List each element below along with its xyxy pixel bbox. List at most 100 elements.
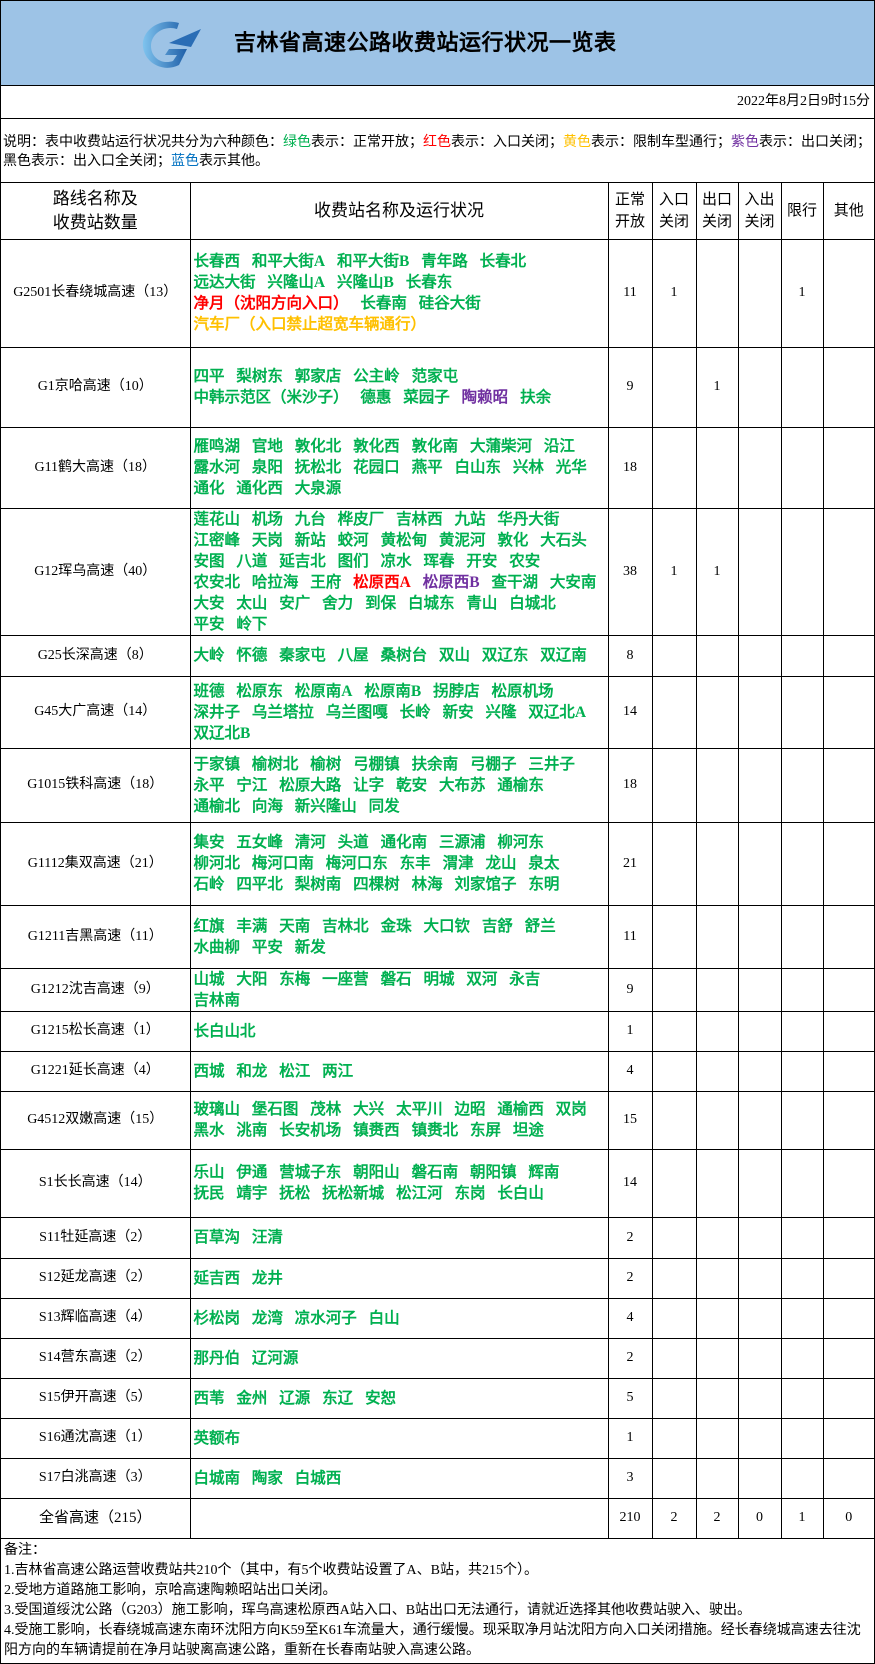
col-normal: 正常 开放 bbox=[607, 183, 653, 240]
count-other bbox=[822, 821, 874, 906]
station-green: 秦家屯 bbox=[279, 647, 326, 664]
station-green: 菜园子 bbox=[403, 389, 450, 406]
count-exit-closed bbox=[695, 1457, 739, 1499]
table-row: S15伊开高速（5） 西苇 金州 辽源 东辽 安恕 5 bbox=[1, 1377, 874, 1419]
station-green: 红旗 bbox=[193, 917, 225, 935]
count-both-closed bbox=[737, 675, 782, 749]
station-green: 延吉西 bbox=[193, 1269, 241, 1287]
station-green: 松原大路 bbox=[279, 776, 342, 794]
station-list: 红旗 丰满 天南 吉林北 金珠 大口钦 吉舒 舒兰 水曲柳 平安 新发 bbox=[189, 904, 609, 969]
station-list: 西城 和龙 松江 两江 bbox=[189, 1050, 609, 1092]
count-exit-closed bbox=[695, 904, 739, 969]
station-green: 同发 bbox=[368, 797, 400, 815]
count-normal: 11 bbox=[607, 238, 653, 348]
legend-green-text: 表示：正常开放； bbox=[311, 135, 423, 150]
station-green: 燕平 bbox=[411, 459, 443, 476]
count-entry-closed bbox=[651, 1417, 697, 1459]
station-list: 长春西 和平大街A 和平大街B 青年路 长春北 远达大街 兴隆山A 兴隆山B 长… bbox=[189, 238, 609, 348]
route-name: G1015铁科高速（18） bbox=[1, 747, 191, 823]
count-both-closed bbox=[737, 1216, 782, 1259]
station-green: 郭家店 bbox=[294, 368, 342, 385]
station-green: 辽河源 bbox=[251, 1349, 299, 1367]
station-green: 兴林 bbox=[512, 459, 544, 476]
count-restricted bbox=[780, 1337, 824, 1379]
col-stations: 收费站名称及运行状况 bbox=[189, 183, 609, 240]
count-other bbox=[822, 1050, 874, 1092]
station-green: 泉太 bbox=[528, 855, 560, 872]
count-other bbox=[822, 904, 874, 969]
table-row: G25长深高速（8） 大岭 怀德 秦家屯 八屋 桑树台 双山 双辽东 双辽南 8 bbox=[1, 634, 874, 677]
station-green: 敦化北 bbox=[294, 438, 342, 455]
station-list: 山城 大阳 东梅 一座营 磐石 明城 双河 永吉 吉林南 bbox=[189, 967, 609, 1012]
station-list: 长白山北 bbox=[189, 1010, 609, 1052]
station-green: 天岗 bbox=[251, 531, 283, 549]
count-other bbox=[822, 1457, 874, 1499]
station-green: 拐脖店 bbox=[433, 682, 480, 700]
count-other bbox=[822, 1417, 874, 1459]
station-list: 雁鸣湖 官地 敦化北 敦化西 敦化南 大蒲柴河 沿江 露水河 泉阳 抚松北 花园… bbox=[189, 426, 609, 509]
station-green: 双辽东 bbox=[481, 647, 529, 664]
col-other: 其他 bbox=[822, 183, 874, 240]
count-restricted bbox=[780, 1050, 824, 1092]
station-green: 长春东 bbox=[405, 274, 453, 291]
station-green: 西苇 bbox=[193, 1389, 225, 1407]
station-green: 吉林南 bbox=[193, 991, 241, 1009]
station-list: 延吉西 龙井 bbox=[189, 1257, 609, 1299]
station-green: 农安 bbox=[509, 552, 541, 570]
station-green: 安图 bbox=[193, 552, 225, 570]
station-green: 大泉源 bbox=[294, 480, 342, 497]
route-name: S1长长高速（14） bbox=[1, 1148, 191, 1218]
station-list: 百草沟 汪清 bbox=[189, 1216, 609, 1259]
station-green: 洮南 bbox=[236, 1122, 268, 1139]
count-exit-closed bbox=[695, 1148, 739, 1218]
count-other bbox=[822, 238, 874, 348]
legend-yellow-text: 表示：限制车型通行； bbox=[591, 135, 731, 150]
station-green: 怀德 bbox=[236, 647, 268, 664]
station-green: 大岭 bbox=[193, 647, 225, 664]
route-name: G12珲乌高速（40） bbox=[1, 507, 191, 636]
station-green: 东梅 bbox=[279, 970, 311, 988]
count-entry-closed bbox=[651, 346, 697, 428]
station-green: 大口钦 bbox=[423, 917, 470, 935]
count-exit-closed: 1 bbox=[695, 507, 739, 636]
station-green: 吉舒 bbox=[481, 917, 513, 935]
station-green: 官地 bbox=[251, 438, 283, 455]
station-green: 向海 bbox=[251, 797, 283, 815]
station-green: 大布苏 bbox=[438, 776, 486, 794]
station-green: 开安 bbox=[466, 552, 498, 570]
count-entry-closed bbox=[651, 1337, 697, 1379]
station-green: 公主岭 bbox=[353, 368, 400, 385]
station-list: 乐山 伊通 营城子东 朝阳山 磐石南 朝阳镇 辉南 抚民 靖宇 抚松 抚松新城 … bbox=[189, 1148, 609, 1218]
station-green: 扶余南 bbox=[411, 755, 459, 773]
station-green: 宁江 bbox=[236, 776, 268, 794]
station-green: 白山 bbox=[368, 1309, 400, 1327]
route-name: G1112集双高速（21） bbox=[1, 821, 191, 906]
station-green: 长安机场 bbox=[279, 1122, 342, 1139]
station-green: 青年路 bbox=[421, 253, 468, 270]
station-green: 范家屯 bbox=[411, 368, 459, 385]
route-name: G1215松长高速（1） bbox=[1, 1010, 191, 1052]
station-green: 五女峰 bbox=[236, 834, 283, 851]
route-name: G45大广高速（14） bbox=[1, 675, 191, 749]
count-both-closed bbox=[737, 1257, 782, 1299]
table-row: G11鹤大高速（18） 雁鸣湖 官地 敦化北 敦化西 敦化南 大蒲柴河 沿江 露水… bbox=[1, 426, 874, 509]
count-both-closed bbox=[737, 507, 782, 636]
station-green: 通榆西 bbox=[497, 1101, 544, 1118]
station-list: 西苇 金州 辽源 东辽 安恕 bbox=[189, 1377, 609, 1419]
station-green: 抚松新城 bbox=[322, 1185, 385, 1202]
station-green: 凉水 bbox=[380, 552, 412, 570]
route-name: G25长深高速（8） bbox=[1, 634, 191, 677]
report-timestamp: 2022年8月2日9时15分 bbox=[1, 86, 874, 119]
station-green: 吉林西 bbox=[396, 510, 443, 528]
notes-section: 备注： 1.吉林省高速公路运营收费站共210个（其中，有5个收费站设置了A、B站… bbox=[1, 1539, 874, 1663]
station-green: 黑水 bbox=[193, 1122, 225, 1139]
table-row: G12珲乌高速（40） 莲花山 机场 九台 桦皮厂 吉林西 九站 华丹大街 江密峰… bbox=[1, 507, 874, 636]
count-entry-closed bbox=[651, 747, 697, 823]
count-exit-closed bbox=[695, 1050, 739, 1092]
note-item: 2.受地方道路施工影响，京哈高速陶赖昭站出口关闭。 bbox=[4, 1582, 337, 1598]
count-other bbox=[822, 634, 874, 677]
count-other bbox=[822, 967, 874, 1012]
count-other bbox=[822, 1090, 874, 1150]
count-exit-closed bbox=[695, 1090, 739, 1150]
station-green: 和龙 bbox=[236, 1062, 268, 1080]
